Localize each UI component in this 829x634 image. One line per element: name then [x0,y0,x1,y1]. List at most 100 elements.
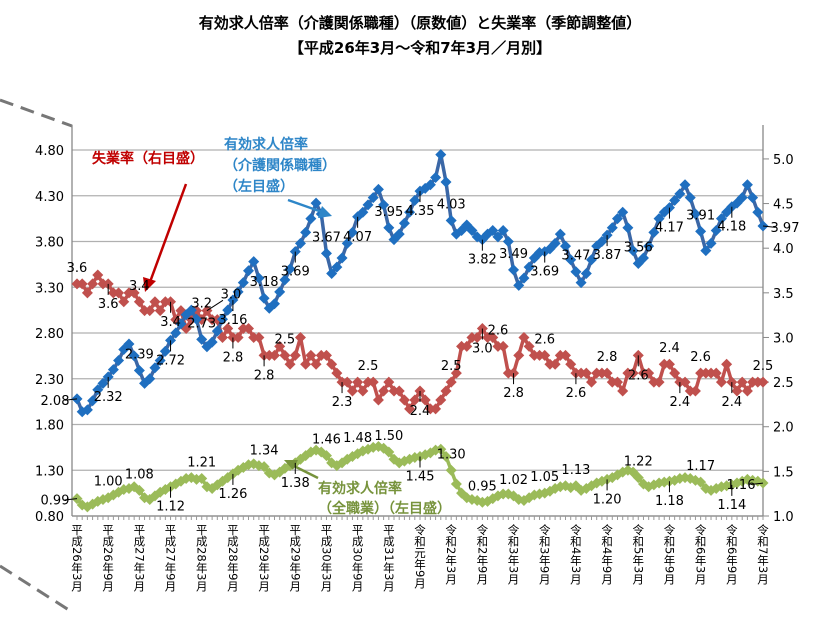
data-point-marker [653,376,665,388]
data-point-marker [222,323,234,335]
data-point-marker [284,358,296,370]
data-point-marker [611,376,623,388]
data-point-marker [539,349,551,361]
data-label: 3.0 [472,342,493,357]
care-ratio-series-label: （左目盛） [224,178,294,195]
data-point-marker [430,403,442,415]
x-tick-label: 令和2年3月 [444,523,458,585]
data-label: 1.08 [125,467,154,482]
y-right-tick-label: 4.5 [773,198,794,213]
data-label: 2.6 [534,332,555,347]
data-point-marker [523,340,535,352]
data-point-marker [695,476,707,488]
data-label: 2.4 [670,395,691,410]
data-point-marker [279,274,291,286]
data-label: 2.5 [358,359,379,374]
data-point-marker [580,268,592,280]
data-point-marker [336,252,348,264]
data-point-marker [513,279,525,291]
data-point-marker [502,236,514,247]
data-point-marker [398,394,410,406]
chart-title-line2: 【平成26年3月～令和7年3月／月別】 [289,39,551,57]
y-right-tick-label: 1.0 [773,510,794,525]
data-point-marker [279,349,291,361]
data-label: 1.48 [343,431,372,446]
data-point-marker [404,206,416,218]
x-tick-label: 令和4年9月 [600,523,614,585]
data-point-marker [674,188,686,200]
x-tick-label: 平成31年3月 [382,524,396,592]
data-label: 3.87 [593,248,622,263]
data-point-marker [289,349,301,361]
data-point-marker [627,245,639,257]
data-point-marker [346,385,358,397]
data-point-marker [586,376,597,388]
data-point-marker [435,149,447,161]
data-label: 2.72 [156,353,185,368]
y-left-tick-label: 4.30 [35,190,64,205]
data-point-marker [346,226,358,238]
data-point-marker [513,349,525,361]
x-tick-label: 令和3年3月 [507,523,521,585]
data-label: 0.99 [41,494,70,509]
decorative-dashed-line-bottom [0,564,73,614]
data-label: 4.35 [406,204,435,219]
data-point-marker [560,349,572,361]
data-point-marker [643,240,655,252]
x-tick-label: 令和2年9月 [475,523,489,585]
x-tick-label: 令和5年9月 [662,523,676,585]
data-point-marker [736,192,748,204]
x-tick-label: 平成26年3月 [70,524,84,592]
data-point-marker [320,247,332,259]
data-label: 4.17 [655,221,684,236]
y-right-tick-label: 3.0 [773,331,794,346]
data-point-marker [185,304,197,316]
data-point-marker [217,313,229,325]
data-point-marker [149,296,161,308]
x-tick-label: 平成29年9月 [288,524,302,592]
data-label: 2.08 [41,394,70,409]
series-annotations: 失業率（右目盛） 有効求人倍率 （介護関係職種） （左目盛） 有効求人倍率 （全職業）（左… [92,136,451,517]
data-label: 2.73 [187,316,216,331]
data-point-marker [196,333,208,345]
data-point-marker [440,176,452,188]
data-point-marker [419,394,431,406]
data-label: 2.4 [721,395,742,410]
data-label: 1.30 [437,447,466,462]
data-point-marker [326,268,338,280]
data-label: 1.26 [218,487,247,502]
data-point-marker [757,376,769,388]
data-point-marker [445,214,457,226]
data-point-marker [445,376,457,388]
data-label: 2.6 [566,386,587,401]
data-point-marker [253,272,265,284]
data-label: 3.47 [561,249,590,264]
data-point-marker [617,385,629,397]
data-label: 3.56 [624,240,653,255]
x-tick-label: 令和4年3月 [569,523,583,585]
x-tick-label: 平成30年3月 [319,524,333,592]
data-point-marker [695,225,707,237]
y-right-tick-label: 4.0 [773,242,794,257]
arrow-line [287,198,323,214]
data-label-leader [750,482,764,485]
x-tick-label: 平成28年9月 [226,524,240,592]
data-label: 1.22 [624,455,653,470]
data-point-marker [601,367,613,379]
data-label-leader [64,498,78,501]
y-right-tick-label: 2.5 [773,376,794,391]
data-label: 1.18 [655,494,684,509]
x-tick-label: 平成26年9月 [101,524,115,592]
data-label: 2.6 [690,350,711,365]
y-left-tick-label: 2.30 [35,373,64,388]
data-point-marker [435,443,447,455]
data-point-marker [154,305,166,317]
data-point-marker [253,331,265,343]
data-point-marker [92,384,104,396]
data-point-marker [611,213,623,225]
data-point-marker [424,179,436,191]
data-point-marker [128,287,140,299]
arrow-head-icon [143,277,156,292]
data-label: 1.16 [727,478,756,493]
data-point-marker [523,261,535,273]
